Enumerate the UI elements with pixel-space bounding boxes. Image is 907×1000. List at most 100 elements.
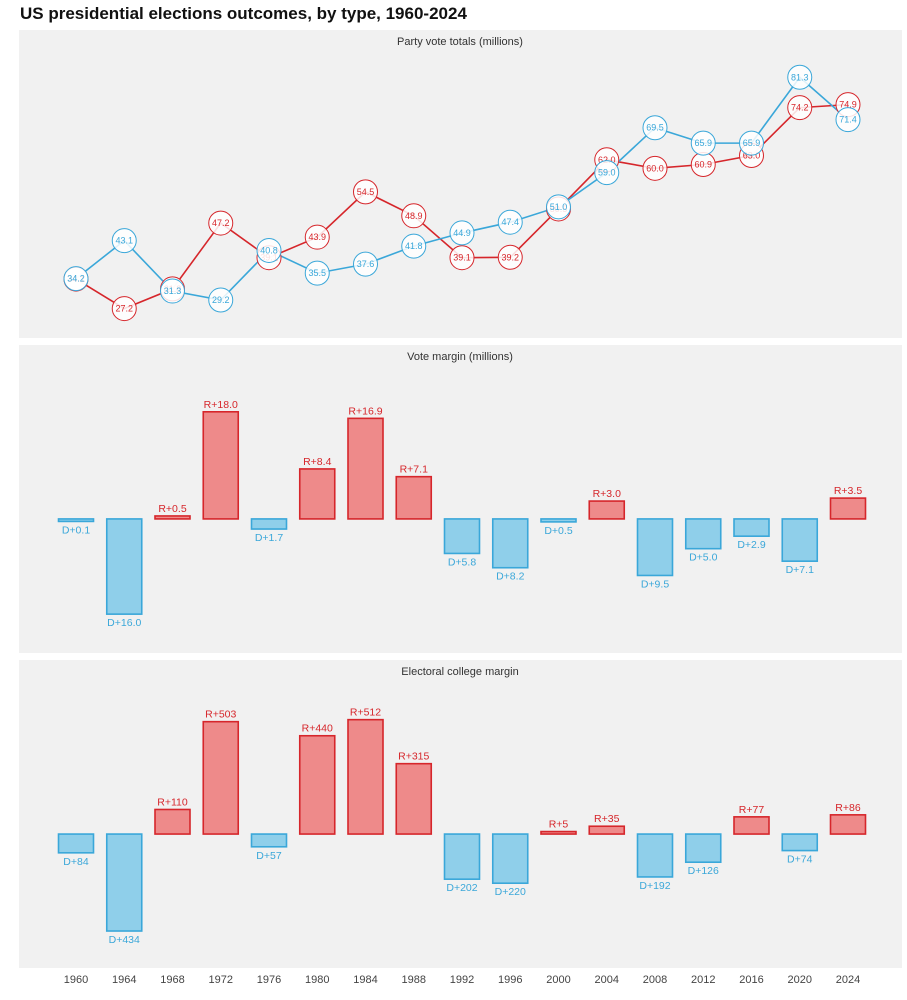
bar-1988 [395, 762, 433, 835]
republican-point-label: 27.2 [115, 304, 133, 314]
bar-2004 [588, 500, 626, 520]
bar-1976 [250, 518, 288, 530]
panel-title: Electoral college margin [401, 666, 518, 678]
republican-point-label: 39.1 [453, 253, 471, 263]
x-tick-label: 1976 [257, 974, 281, 986]
democratic-point-marker [160, 278, 185, 304]
republican-point-marker [111, 296, 137, 322]
bar-label-2020: D+7.1 [786, 564, 814, 576]
democratic-point-marker [787, 64, 813, 90]
x-axis: 1960 1964 1968 1972 1976 1980 1984 1988 1992 1996… [64, 974, 860, 986]
x-tick-label: 1972 [209, 974, 233, 986]
panel-background [19, 345, 902, 653]
bar-label-2016: R+77 [739, 804, 765, 816]
bar-label-2004: R+35 [594, 813, 620, 825]
democratic-point-marker [739, 130, 764, 156]
x-tick-label: 1996 [498, 974, 522, 986]
democratic-point-label: 69.5 [646, 123, 664, 133]
bar-2008 [636, 518, 674, 577]
panel-background [19, 660, 902, 968]
x-tick-label: 2004 [595, 974, 619, 986]
x-tick-label: 1992 [450, 974, 474, 986]
panel-background [19, 30, 902, 338]
bar-label-2012: D+5.0 [689, 552, 717, 564]
x-tick-label: 1968 [160, 974, 184, 986]
x-tick-label: 1984 [353, 974, 377, 986]
bar-2004 [588, 825, 626, 835]
bar-label-2012: D+126 [688, 865, 719, 877]
bar-label-1972: R+18.0 [204, 399, 238, 411]
bar-1984 [347, 417, 384, 520]
bar-label-1992: D+202 [446, 882, 477, 894]
x-tick-label: 2016 [739, 974, 763, 986]
republican-point-marker [401, 203, 427, 229]
panel-title: Party vote totals (millions) [397, 36, 523, 48]
x-tick-label: 1988 [402, 974, 426, 986]
democratic-point-label: 43.1 [115, 236, 133, 246]
democratic-point-marker [497, 209, 523, 235]
bar-1996 [491, 518, 529, 569]
bar-1960 [57, 833, 95, 854]
republican-point-label: 48.9 [405, 211, 423, 221]
bar-label-1980: R+440 [302, 723, 333, 735]
democratic-point-label: 34.2 [67, 274, 85, 284]
x-tick-label: 2008 [643, 974, 667, 986]
bar-1972 [202, 720, 240, 835]
x-tick-label: 1960 [64, 974, 88, 986]
x-tick-label: 1980 [305, 974, 329, 986]
bar-label-2000: R+5 [549, 819, 569, 831]
democratic-point-marker [208, 287, 234, 313]
bar-2024 [829, 497, 867, 520]
bar-1960 [57, 518, 95, 523]
republican-point-label: 43.9 [308, 232, 326, 242]
vote-margin-panel: Vote margin (millions) D+0.1 D+16.0 R+0.5 R+… [19, 345, 902, 653]
bar-1972 [202, 411, 240, 520]
bar-label-1988: R+315 [398, 751, 429, 763]
bar-1964 [105, 518, 143, 615]
bar-label-2000: D+0.5 [544, 525, 572, 537]
bar-label-1976: D+57 [256, 850, 282, 862]
x-tick-label: 1964 [112, 974, 136, 986]
bar-1964 [105, 833, 143, 932]
democratic-point-label: 44.9 [453, 228, 471, 238]
democratic-point-label: 65.9 [694, 138, 712, 148]
bar-label-1984: R+16.9 [348, 405, 382, 417]
bar-label-1980: R+8.4 [303, 456, 331, 468]
republican-point-label: 74.9 [839, 100, 857, 110]
bar-1992 [443, 833, 481, 880]
democratic-point-label: 41.8 [405, 241, 423, 251]
democratic-point-marker [256, 237, 282, 263]
bar-2016 [733, 518, 770, 537]
x-tick-label: 2024 [836, 974, 860, 986]
republican-point-label: 47.2 [212, 218, 230, 228]
republican-point-label: 60.9 [694, 159, 712, 169]
bar-1968 [154, 515, 191, 520]
democratic-point-label: 71.4 [839, 115, 857, 125]
bar-1996 [491, 833, 529, 885]
democratic-point-marker [449, 220, 475, 246]
bar-1968 [154, 808, 191, 835]
bar-1992 [443, 518, 481, 555]
bar-label-1984: R+512 [350, 707, 381, 719]
democratic-point-label: 65.9 [743, 138, 761, 148]
vote-totals-panel: Party vote totals (millions)34.127.231.8… [19, 30, 902, 338]
democratic-point-label: 40.8 [260, 245, 278, 255]
democratic-point-marker [353, 251, 378, 277]
bar-label-1960: D+0.1 [62, 524, 90, 536]
bar-label-2024: R+3.5 [834, 485, 862, 497]
bar-label-2008: D+192 [639, 880, 670, 892]
democratic-point-marker [304, 260, 330, 286]
bar-label-1960: D+84 [63, 856, 89, 868]
x-tick-label: 2020 [788, 974, 812, 986]
bar-label-2008: D+9.5 [641, 578, 669, 590]
bar-1980 [298, 734, 336, 835]
democratic-point-marker [690, 130, 716, 156]
republican-point-marker [642, 155, 668, 181]
bar-label-1964: D+16.0 [107, 617, 141, 629]
democratic-point-label: 35.5 [308, 268, 326, 278]
bar-label-2016: D+2.9 [737, 539, 765, 551]
bar-2016 [733, 816, 770, 835]
bar-2008 [636, 833, 674, 878]
republican-point-label: 62.0 [598, 155, 616, 165]
